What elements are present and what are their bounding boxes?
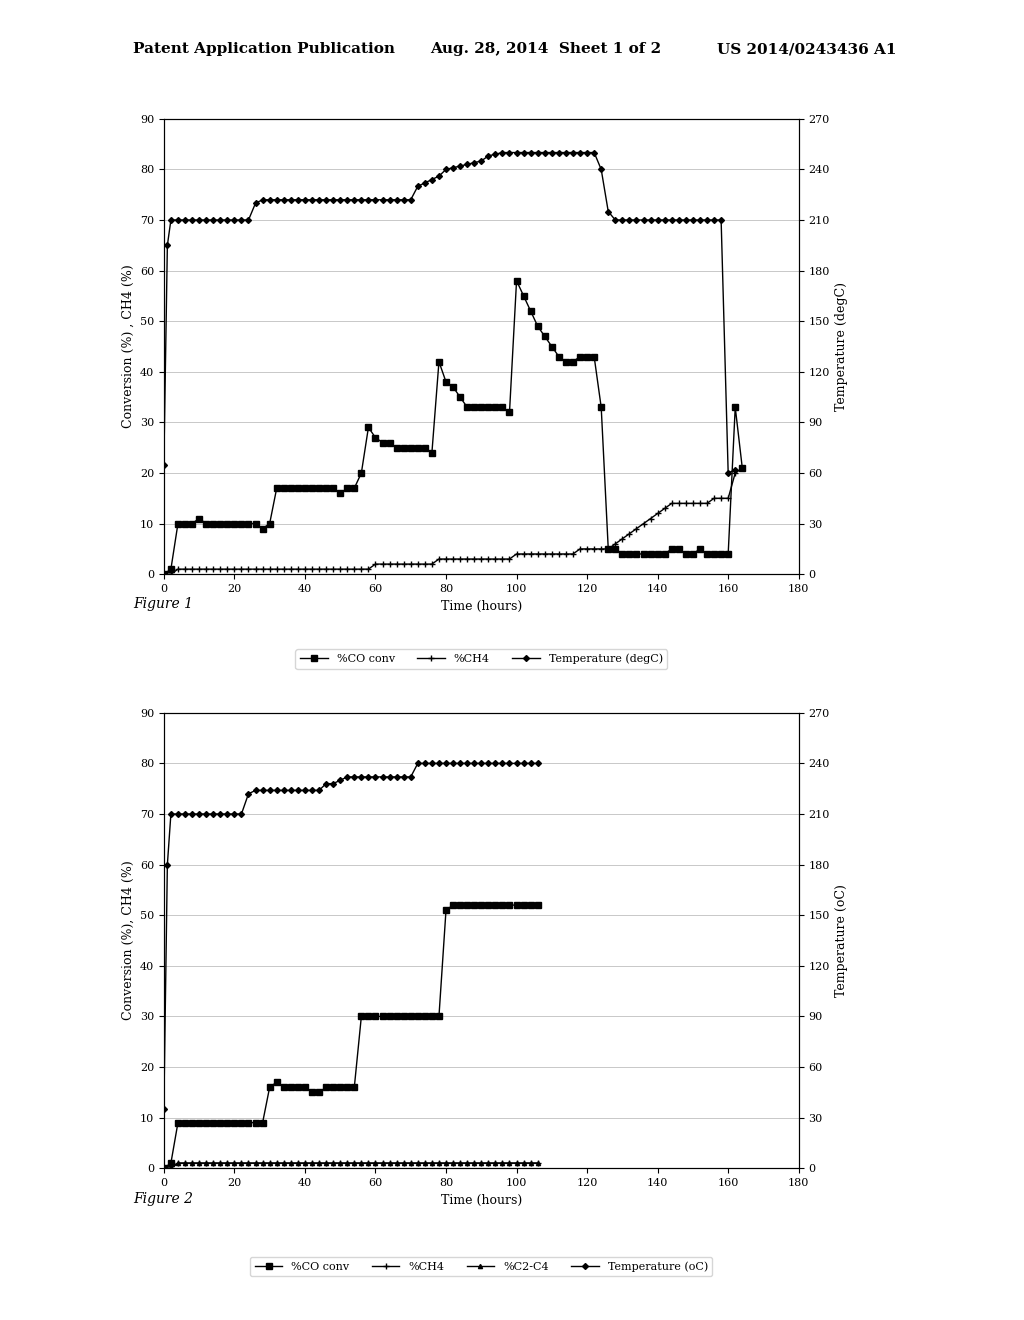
Temperature (degC): [729, 462, 741, 478]
Line: %CO conv: %CO conv: [161, 903, 541, 1171]
%CH4: [193, 561, 205, 577]
%C2-C4: [390, 1155, 402, 1171]
Temperature (oC): [221, 807, 233, 822]
Temperature (oC): [292, 783, 304, 799]
%CH4: [243, 561, 255, 577]
%CO conv: [158, 566, 170, 582]
%C2-C4: [228, 1155, 241, 1171]
%CO conv: [412, 1008, 424, 1024]
%C2-C4: [531, 1155, 544, 1171]
Temperature (degC): [186, 213, 199, 228]
Line: %C2-C4: %C2-C4: [162, 1162, 540, 1171]
%CH4: [278, 561, 290, 577]
Temperature (degC): [504, 145, 516, 161]
%CH4: [370, 1155, 382, 1171]
Temperature (degC): [609, 213, 622, 228]
%CO conv: [504, 404, 516, 420]
Temperature (oC): [497, 755, 509, 771]
Line: Temperature (degC): Temperature (degC): [162, 150, 737, 475]
%CO conv: [299, 1080, 311, 1096]
Temperature (oC): [524, 755, 537, 771]
%CO conv: [736, 461, 749, 477]
%C2-C4: [383, 1155, 395, 1171]
%CO conv: [446, 898, 459, 913]
%CH4: [306, 1155, 318, 1171]
Y-axis label: Conversion (%), CH4 (%): Conversion (%), CH4 (%): [121, 861, 134, 1020]
Y-axis label: Temperature (oC): Temperature (oC): [836, 884, 848, 997]
Temperature (degC): [158, 457, 170, 473]
%CH4: [531, 1155, 544, 1171]
Line: %CO conv: %CO conv: [161, 279, 745, 577]
%C2-C4: [306, 1155, 318, 1171]
Temperature (degC): [236, 213, 248, 228]
Text: Figure 1: Figure 1: [133, 597, 194, 611]
%CO conv: [158, 1160, 170, 1176]
%CO conv: [243, 516, 255, 532]
%CO conv: [510, 273, 522, 289]
%CO conv: [531, 898, 544, 913]
X-axis label: Time (hours): Time (hours): [440, 599, 522, 612]
%CH4: [419, 1155, 431, 1171]
%CH4: [383, 1155, 395, 1171]
%CO conv: [362, 1008, 375, 1024]
%C2-C4: [419, 1155, 431, 1171]
Y-axis label: Conversion (%) , CH4 (%): Conversion (%) , CH4 (%): [121, 264, 134, 429]
Line: %CH4: %CH4: [161, 465, 745, 578]
%CH4: [390, 1155, 402, 1171]
Temperature (degC): [722, 465, 734, 480]
Temperature (degC): [497, 145, 509, 161]
%CO conv: [278, 480, 290, 496]
Temperature (degC): [573, 145, 586, 161]
Text: Figure 2: Figure 2: [133, 1192, 194, 1206]
X-axis label: Time (hours): Time (hours): [440, 1193, 522, 1206]
%C2-C4: [172, 1155, 184, 1171]
%CH4: [504, 552, 516, 568]
%C2-C4: [158, 1160, 170, 1176]
%CO conv: [616, 546, 629, 562]
%CH4: [228, 1155, 241, 1171]
%CO conv: [221, 1114, 233, 1130]
%CH4: [609, 536, 622, 552]
Temperature (oC): [158, 1101, 170, 1117]
Temperature (degC): [270, 191, 283, 207]
%CO conv: [383, 1008, 395, 1024]
%CO conv: [377, 1008, 389, 1024]
Text: Aug. 28, 2014  Sheet 1 of 2: Aug. 28, 2014 Sheet 1 of 2: [430, 42, 662, 57]
%CH4: [573, 541, 586, 557]
%C2-C4: [370, 1155, 382, 1171]
%CH4: [172, 1155, 184, 1171]
Legend: %CO conv, %CH4, %C2-C4, Temperature (oC): %CO conv, %CH4, %C2-C4, Temperature (oC): [250, 1257, 713, 1276]
Text: Patent Application Publication: Patent Application Publication: [133, 42, 395, 57]
Y-axis label: Temperature (degC): Temperature (degC): [836, 282, 848, 411]
%CH4: [158, 566, 170, 582]
Text: US 2014/0243436 A1: US 2014/0243436 A1: [717, 42, 896, 57]
Temperature (oC): [243, 785, 255, 801]
Temperature (oC): [412, 755, 424, 771]
Temperature (oC): [531, 755, 544, 771]
%CO conv: [193, 511, 205, 527]
Temperature (oC): [193, 807, 205, 822]
Legend: %CO conv, %CH4, Temperature (degC): %CO conv, %CH4, Temperature (degC): [296, 649, 667, 669]
%CH4: [736, 461, 749, 477]
Line: Temperature (oC): Temperature (oC): [162, 762, 540, 1111]
Line: %CH4: %CH4: [161, 1160, 542, 1172]
%CO conv: [581, 348, 593, 364]
%CH4: [158, 1160, 170, 1176]
